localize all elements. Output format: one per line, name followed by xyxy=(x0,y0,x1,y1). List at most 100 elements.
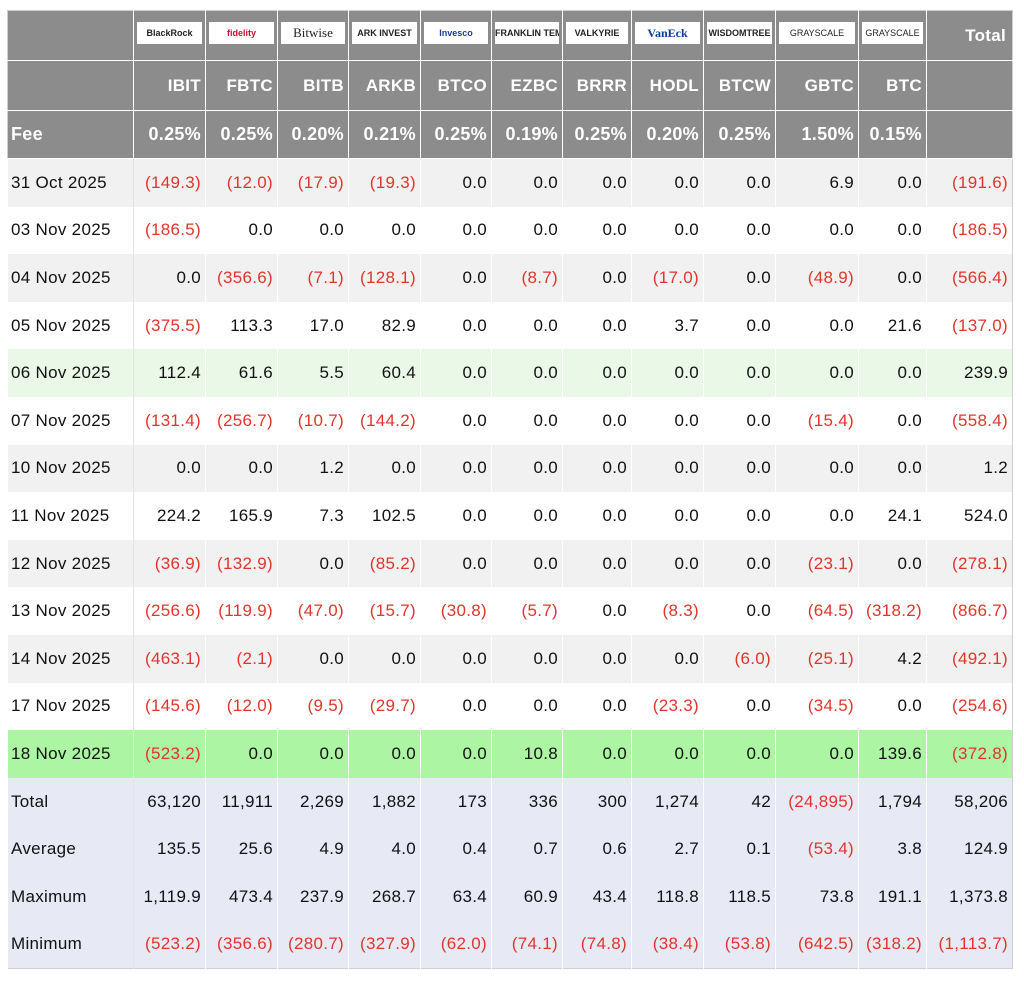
cell: 0.0 xyxy=(348,634,421,683)
cell: 0.0 xyxy=(775,206,859,255)
cell: 300 xyxy=(562,777,632,826)
cell: 0.0 xyxy=(562,301,632,350)
brand-cell: fidelity xyxy=(205,10,278,61)
cell: (492.1) xyxy=(926,634,1013,683)
cell: 336 xyxy=(491,777,563,826)
cell: 102.5 xyxy=(348,492,421,540)
cell: 0.0 xyxy=(858,349,927,397)
cell: 0.0 xyxy=(277,206,349,255)
fee: 0.19% xyxy=(491,110,563,159)
cell: 0.0 xyxy=(703,444,776,493)
cell: 118.8 xyxy=(631,872,704,921)
cell: 6.9 xyxy=(775,158,859,207)
cell: (137.0) xyxy=(926,301,1013,350)
cell: 11,911 xyxy=(205,777,278,826)
cell: (375.5) xyxy=(133,301,206,350)
cell: 4.2 xyxy=(858,634,927,683)
table-row: 11 Nov 2025 224.2 165.9 7.3 102.5 0.0 0.0 0.0 0.… xyxy=(7,492,1013,540)
cell: 139.6 xyxy=(858,730,927,778)
cell: 0.6 xyxy=(562,825,632,873)
cell: 1.2 xyxy=(277,444,349,493)
cell: 0.0 xyxy=(631,492,704,540)
cell: 0.0 xyxy=(631,396,704,445)
brand-cell: Bitwise xyxy=(277,10,349,61)
brand-row: BlackRock fidelity Bitwise ARK INVEST Invesc… xyxy=(7,10,1013,61)
cell: (23.1) xyxy=(775,539,859,588)
cell: 0.0 xyxy=(420,301,492,350)
cell: 0.0 xyxy=(491,301,563,350)
cell: 0.0 xyxy=(858,158,927,207)
cell: (8.3) xyxy=(631,587,704,635)
row-label: Minimum xyxy=(7,920,134,969)
cell: 0.7 xyxy=(491,825,563,873)
cell: (256.6) xyxy=(133,587,206,635)
cell: 0.0 xyxy=(703,682,776,731)
cell: (15.4) xyxy=(775,396,859,445)
cell: 0.0 xyxy=(420,158,492,207)
cell: 0.0 xyxy=(420,254,492,302)
empty-cell xyxy=(926,110,1013,159)
cell: 3.8 xyxy=(858,825,927,873)
cell: (85.2) xyxy=(348,539,421,588)
cell: 0.0 xyxy=(631,634,704,683)
cell: 0.0 xyxy=(858,206,927,255)
cell: 0.0 xyxy=(703,301,776,350)
fee: 0.20% xyxy=(277,110,349,159)
cell: 0.0 xyxy=(703,396,776,445)
cell: 0.0 xyxy=(348,444,421,493)
cell: 473.4 xyxy=(205,872,278,921)
cell: 524.0 xyxy=(926,492,1013,540)
cell: (62.0) xyxy=(420,920,492,969)
fee: 0.25% xyxy=(133,110,206,159)
row-label: 12 Nov 2025 xyxy=(7,539,134,588)
fee: 0.20% xyxy=(631,110,704,159)
cell: (318.2) xyxy=(858,587,927,635)
cell: 0.0 xyxy=(562,682,632,731)
cell: (131.4) xyxy=(133,396,206,445)
brand-logo: GRAYSCALE xyxy=(779,22,855,44)
cell: (74.8) xyxy=(562,920,632,969)
table-row: 05 Nov 2025 (375.5) 113.3 17.0 82.9 0.0 0.0 0.0… xyxy=(7,301,1013,350)
cell: 58,206 xyxy=(926,777,1013,826)
cell: 0.0 xyxy=(858,539,927,588)
cell: (2.1) xyxy=(205,634,278,683)
cell: 173 xyxy=(420,777,492,826)
cell: (132.9) xyxy=(205,539,278,588)
cell: 0.0 xyxy=(703,254,776,302)
brand-cell: WISDOMTREE xyxy=(703,10,776,61)
ticker: EZBC xyxy=(491,60,563,111)
row-label: Maximum xyxy=(7,872,134,921)
fee: 0.25% xyxy=(703,110,776,159)
ticker-row: IBIT FBTC BITB ARKB BTCO EZBC BRRR HODL BTCW GBTC… xyxy=(7,60,1013,111)
brand-logo: BlackRock xyxy=(137,22,202,44)
ticker: BRRR xyxy=(562,60,632,111)
fee: 0.25% xyxy=(562,110,632,159)
brand-logo: fidelity xyxy=(209,22,274,44)
cell: 0.0 xyxy=(631,444,704,493)
row-label: 03 Nov 2025 xyxy=(7,206,134,255)
cell: 0.0 xyxy=(631,539,704,588)
cell: (47.0) xyxy=(277,587,349,635)
ticker: BITB xyxy=(277,60,349,111)
cell: (64.5) xyxy=(775,587,859,635)
cell: 0.0 xyxy=(562,396,632,445)
cell: 0.0 xyxy=(420,539,492,588)
row-label: Total xyxy=(7,777,134,826)
cell: (38.4) xyxy=(631,920,704,969)
row-label: 10 Nov 2025 xyxy=(7,444,134,493)
ticker: IBIT xyxy=(133,60,206,111)
cell: (318.2) xyxy=(858,920,927,969)
cell: 0.0 xyxy=(420,349,492,397)
cell: (24,895) xyxy=(775,777,859,826)
cell: 224.2 xyxy=(133,492,206,540)
cell: (128.1) xyxy=(348,254,421,302)
cell: 135.5 xyxy=(133,825,206,873)
cell: 0.0 xyxy=(420,634,492,683)
cell: 0.0 xyxy=(491,206,563,255)
table-body: 31 Oct 2025 (149.3) (12.0) (17.9) (19.3) 0.0 0… xyxy=(7,158,1013,969)
table-row: 12 Nov 2025 (36.9) (132.9) 0.0 (85.2) 0.0 0.0 0… xyxy=(7,539,1013,588)
row-label: 11 Nov 2025 xyxy=(7,492,134,540)
cell: 239.9 xyxy=(926,349,1013,397)
ticker: FBTC xyxy=(205,60,278,111)
cell: 268.7 xyxy=(348,872,421,921)
